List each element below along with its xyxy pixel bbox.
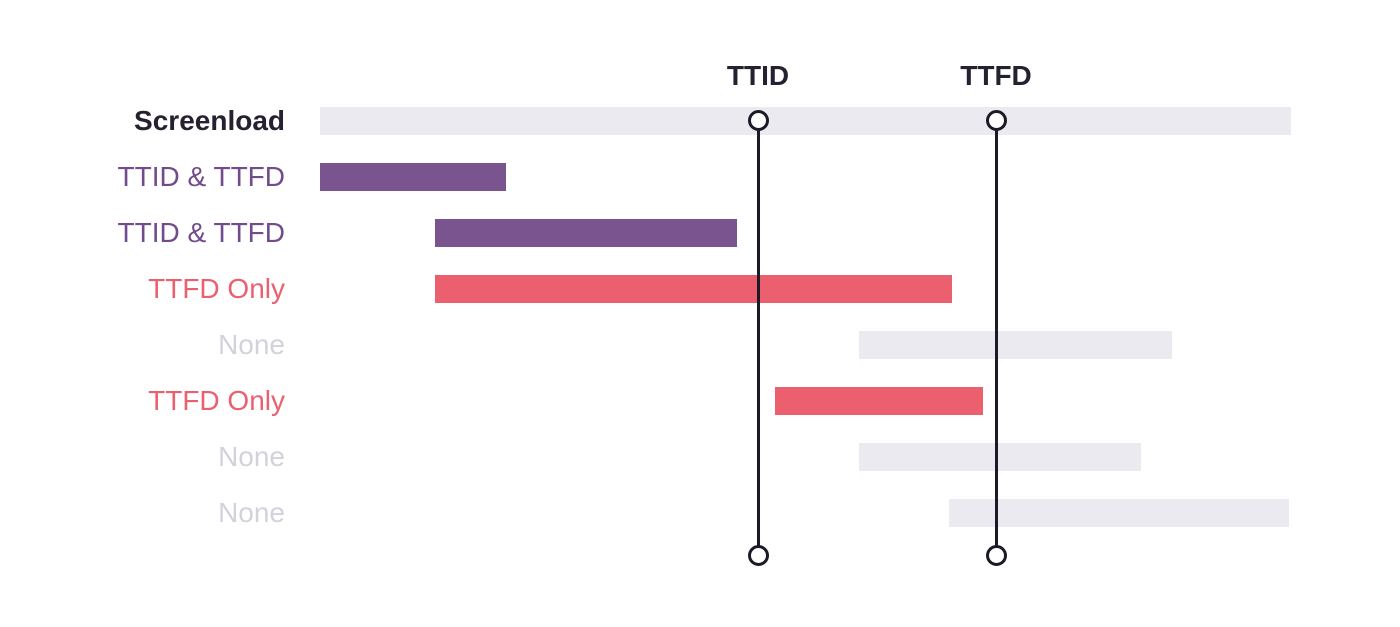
row-label-ttid_ttfd: TTID & TTFD bbox=[117, 217, 285, 248]
marker-bottom-circle-ttfd bbox=[986, 545, 1007, 566]
row-label-none: None bbox=[218, 497, 285, 528]
marker-line-ttfd bbox=[994, 120, 998, 555]
span-bar-none bbox=[859, 443, 1141, 471]
row-label-ttfd_only: TTFD Only bbox=[148, 385, 285, 416]
row-label-none: None bbox=[218, 441, 285, 472]
span-bar-ttid_ttfd bbox=[320, 163, 506, 191]
row-label-screenload: Screenload bbox=[134, 105, 285, 136]
span-bar-ttfd_only bbox=[435, 275, 952, 303]
marker-top-circle-ttfd bbox=[986, 110, 1007, 131]
row-label-ttid_ttfd: TTID & TTFD bbox=[117, 161, 285, 192]
span-bar-ttfd_only bbox=[775, 387, 983, 415]
marker-line-ttid bbox=[756, 120, 760, 555]
span-bar-none bbox=[949, 499, 1289, 527]
marker-top-circle-ttid bbox=[748, 110, 769, 131]
span-bar-ttid_ttfd bbox=[435, 219, 737, 247]
marker-bottom-circle-ttid bbox=[748, 545, 769, 566]
span-bar-screenload bbox=[320, 107, 1291, 135]
marker-label-ttid: TTID bbox=[726, 60, 790, 91]
span-bar-none bbox=[859, 331, 1172, 359]
row-label-ttfd_only: TTFD Only bbox=[148, 273, 285, 304]
row-label-none: None bbox=[218, 329, 285, 360]
marker-label-ttfd: TTFD bbox=[960, 60, 1032, 91]
